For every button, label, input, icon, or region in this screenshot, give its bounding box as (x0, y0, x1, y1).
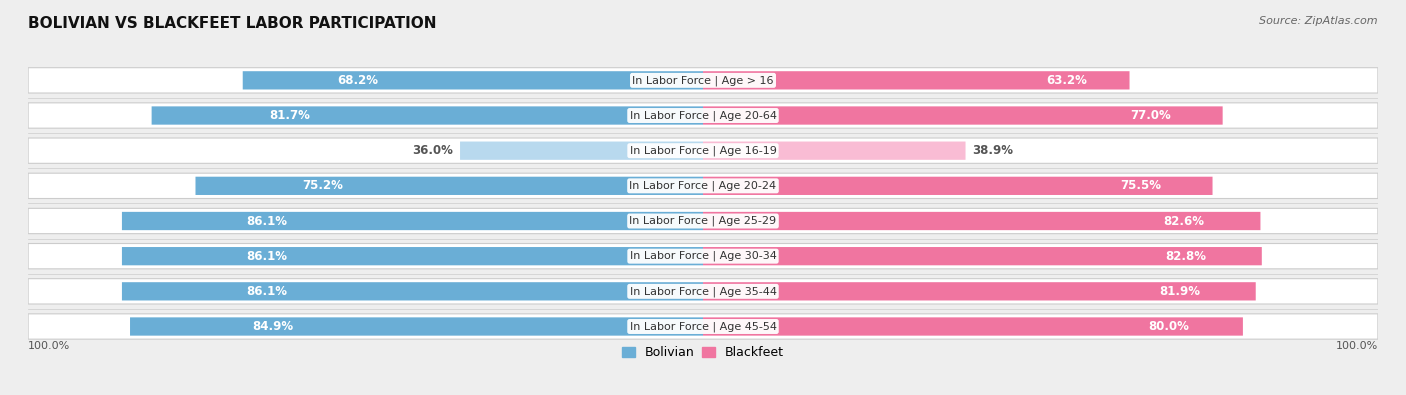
Text: 81.9%: 81.9% (1160, 285, 1201, 298)
Text: 81.7%: 81.7% (269, 109, 309, 122)
Text: 82.6%: 82.6% (1164, 214, 1205, 228)
FancyBboxPatch shape (28, 279, 1378, 304)
FancyBboxPatch shape (28, 243, 1378, 269)
FancyBboxPatch shape (152, 106, 703, 125)
Text: In Labor Force | Age > 16: In Labor Force | Age > 16 (633, 75, 773, 86)
Text: 100.0%: 100.0% (1336, 341, 1378, 351)
Text: 82.8%: 82.8% (1166, 250, 1206, 263)
Text: 86.1%: 86.1% (246, 285, 288, 298)
FancyBboxPatch shape (703, 141, 966, 160)
FancyBboxPatch shape (703, 106, 1223, 125)
FancyBboxPatch shape (703, 247, 1261, 265)
FancyBboxPatch shape (129, 317, 703, 336)
FancyBboxPatch shape (703, 177, 1212, 195)
FancyBboxPatch shape (703, 282, 1256, 301)
FancyBboxPatch shape (703, 317, 1243, 336)
Text: Source: ZipAtlas.com: Source: ZipAtlas.com (1260, 16, 1378, 26)
FancyBboxPatch shape (28, 173, 1378, 199)
Text: 100.0%: 100.0% (28, 341, 70, 351)
FancyBboxPatch shape (28, 314, 1378, 339)
Text: 84.9%: 84.9% (253, 320, 294, 333)
Text: 77.0%: 77.0% (1130, 109, 1171, 122)
Text: 86.1%: 86.1% (246, 250, 288, 263)
Text: 63.2%: 63.2% (1046, 74, 1087, 87)
Text: In Labor Force | Age 25-29: In Labor Force | Age 25-29 (630, 216, 776, 226)
Text: 38.9%: 38.9% (973, 144, 1014, 157)
FancyBboxPatch shape (28, 138, 1378, 164)
Text: In Labor Force | Age 45-54: In Labor Force | Age 45-54 (630, 321, 776, 332)
Text: In Labor Force | Age 20-64: In Labor Force | Age 20-64 (630, 110, 776, 121)
FancyBboxPatch shape (28, 208, 1378, 234)
Text: In Labor Force | Age 35-44: In Labor Force | Age 35-44 (630, 286, 776, 297)
FancyBboxPatch shape (243, 71, 703, 90)
Text: BOLIVIAN VS BLACKFEET LABOR PARTICIPATION: BOLIVIAN VS BLACKFEET LABOR PARTICIPATIO… (28, 16, 437, 31)
Text: In Labor Force | Age 16-19: In Labor Force | Age 16-19 (630, 145, 776, 156)
FancyBboxPatch shape (195, 177, 703, 195)
FancyBboxPatch shape (122, 212, 703, 230)
FancyBboxPatch shape (703, 212, 1260, 230)
Legend: Bolivian, Blackfeet: Bolivian, Blackfeet (617, 341, 789, 365)
FancyBboxPatch shape (122, 247, 703, 265)
FancyBboxPatch shape (703, 71, 1129, 90)
FancyBboxPatch shape (122, 282, 703, 301)
Text: 75.2%: 75.2% (302, 179, 343, 192)
Text: 86.1%: 86.1% (246, 214, 288, 228)
Text: 80.0%: 80.0% (1149, 320, 1189, 333)
FancyBboxPatch shape (28, 103, 1378, 128)
FancyBboxPatch shape (28, 68, 1378, 93)
Text: 68.2%: 68.2% (337, 74, 378, 87)
FancyBboxPatch shape (460, 141, 703, 160)
Text: In Labor Force | Age 30-34: In Labor Force | Age 30-34 (630, 251, 776, 261)
Text: 36.0%: 36.0% (412, 144, 453, 157)
Text: In Labor Force | Age 20-24: In Labor Force | Age 20-24 (630, 181, 776, 191)
Text: 75.5%: 75.5% (1121, 179, 1161, 192)
